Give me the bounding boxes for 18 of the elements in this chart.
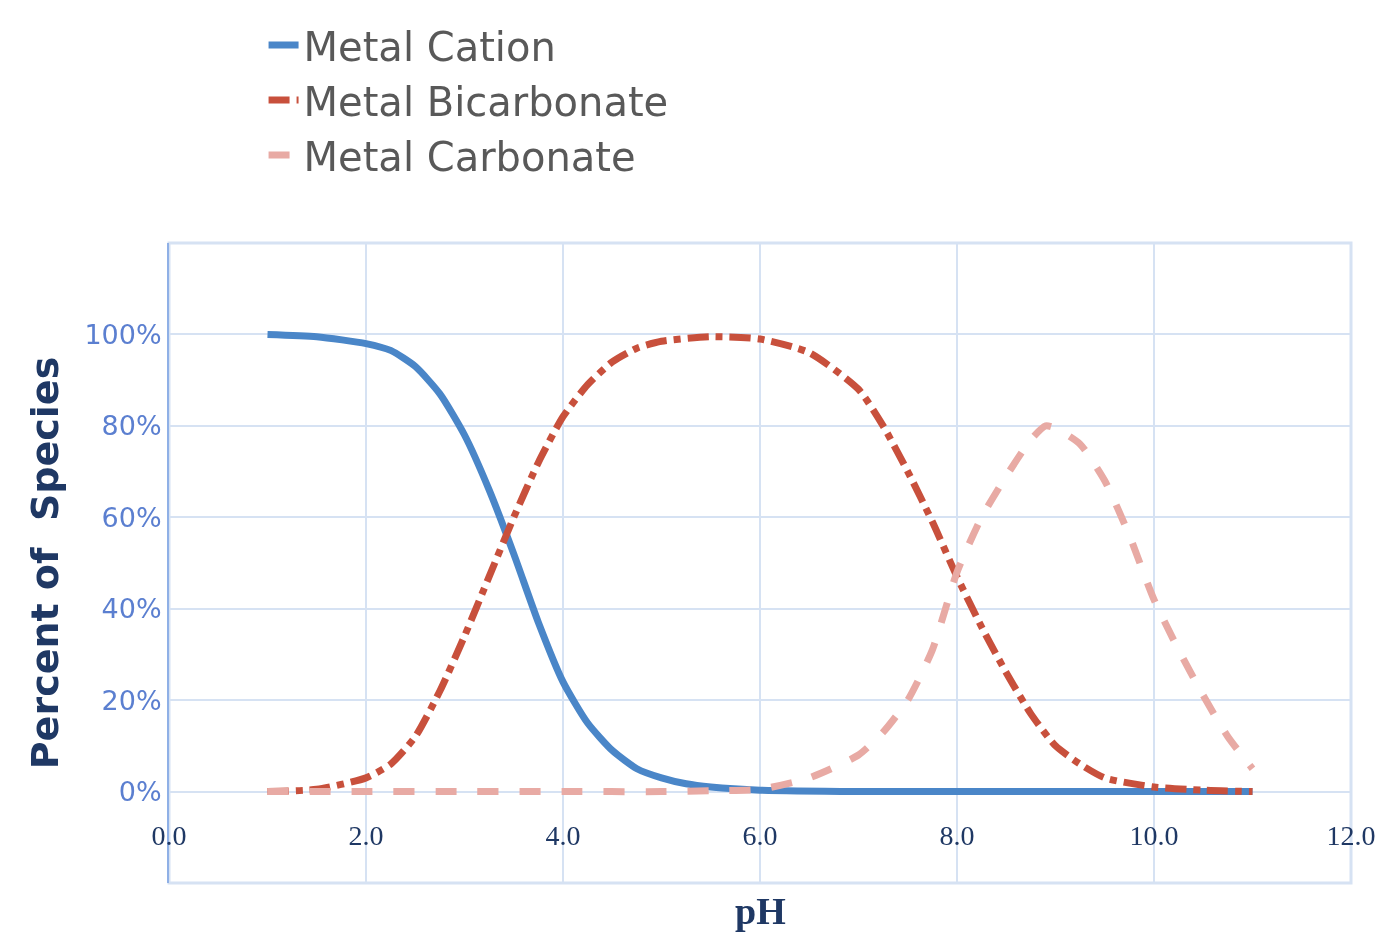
x-axis-title: pH [735, 890, 786, 932]
x-tick-label: 0.0 [151, 819, 187, 851]
legend-label: Metal Carbonate [303, 133, 636, 180]
x-tick-label: 12.0 [1326, 819, 1376, 851]
y-tick-label: 60% [101, 501, 162, 533]
y-tick-label: 80% [101, 410, 162, 442]
y-tick-label: 0% [118, 776, 162, 808]
y-tick-label: 20% [101, 684, 162, 716]
y-tick-label: 40% [101, 593, 162, 625]
x-tick-label: 10.0 [1129, 819, 1179, 851]
legend-label: Metal Bicarbonate [303, 78, 669, 125]
y-tick-label: 100% [84, 318, 162, 350]
legend-label: Metal Cation [303, 23, 556, 70]
y-axis-title: Percent of Species [23, 356, 68, 770]
x-tick-label: 6.0 [742, 819, 778, 851]
x-tick-label: 2.0 [348, 819, 384, 851]
x-tick-label: 4.0 [545, 819, 581, 851]
x-tick-label: 8.0 [939, 819, 975, 851]
